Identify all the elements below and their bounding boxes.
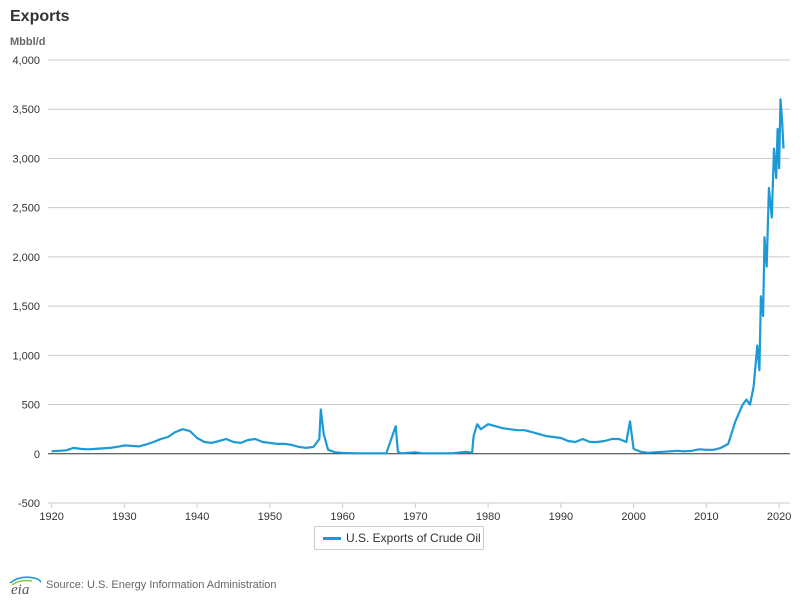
y-tick-label: 1,500 (12, 301, 40, 313)
legend-swatch (323, 536, 341, 540)
eia-logo-icon: eia (9, 576, 42, 598)
x-tick-label: 2020 (767, 511, 791, 523)
y-tick-label: 2,500 (12, 203, 40, 215)
legend-label: U.S. Exports of Crude Oil (346, 531, 481, 545)
chart-title: Exports (10, 8, 70, 25)
y-tick-label: 2,000 (12, 252, 40, 264)
x-tick-label: 2010 (694, 511, 718, 523)
eia-logo[interactable]: eia (8, 574, 42, 598)
x-tick-label: 1970 (403, 511, 427, 523)
footer: eia Source: U.S. Energy Information Admi… (8, 574, 277, 598)
y-tick-label: -500 (18, 498, 40, 510)
eia-logo-text: eia (11, 582, 29, 596)
y-tick-label: 4,000 (12, 55, 40, 67)
x-tick-label: 1980 (476, 511, 500, 523)
source-note: Source: U.S. Energy Information Administ… (46, 579, 277, 591)
y-tick-label: 3,500 (12, 104, 40, 116)
y-tick-label: 0 (34, 449, 40, 461)
y-axis-ticks: -500 0 500 1,000 1,500 2,000 2,500 3,000 3,500 4,… (12, 55, 40, 510)
gridlines (48, 59, 790, 504)
x-tick-label: 1950 (258, 511, 282, 523)
x-tick-label: 1960 (330, 511, 354, 523)
y-tick-label: 3,000 (12, 153, 40, 165)
series-layer (51, 98, 785, 455)
series-line-crude-oil-exports (51, 98, 785, 455)
x-tick-label: 2000 (621, 511, 645, 523)
x-tick-label: 1920 (39, 511, 63, 523)
x-tick-label: 1930 (112, 511, 136, 523)
y-axis-units-label: Mbbl/d (10, 36, 46, 48)
x-tick-label: 1940 (185, 511, 209, 523)
x-tick-label: 1990 (549, 511, 573, 523)
y-tick-label: 500 (22, 400, 40, 412)
x-axis-ticks: 1920 1930 1940 1950 1960 1970 1980 1990 2000 2010… (39, 503, 791, 523)
y-tick-label: 1,000 (12, 350, 40, 362)
chart-plot: -500 0 500 1,000 1,500 2,000 2,500 3,000 3,500 4,… (12, 55, 791, 523)
legend[interactable]: U.S. Exports of Crude Oil (314, 526, 484, 550)
